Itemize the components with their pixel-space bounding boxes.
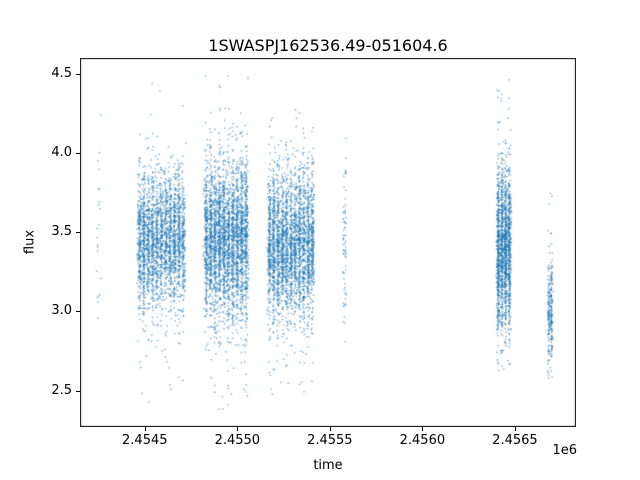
x-tick-label: 2.4560 [399,433,446,448]
y-tick-mark [76,232,80,234]
x-axis-label: time [313,458,343,473]
x-tick-label: 2.4565 [492,433,538,448]
x-tick-mark [237,427,239,431]
x-tick-mark [422,427,424,431]
scatter-points-canvas [80,58,576,427]
y-tick-label: 3.5 [51,224,72,240]
y-tick-mark [76,311,80,313]
y-tick-mark [76,390,80,392]
y-tick-label: 4.5 [51,65,72,81]
y-tick-mark [76,73,80,75]
x-tick-label: 2.4555 [307,433,353,448]
x-tick-mark [514,427,516,431]
x-tick-label: 2.4545 [122,433,168,448]
y-tick-label: 2.5 [51,382,72,398]
x-axis-offset-label: 1e6 [552,443,577,458]
y-tick-label: 3.0 [51,303,72,319]
x-tick-label: 2.4550 [214,433,261,448]
chart-title: 1SWASPJ162536.49-051604.6 [208,36,448,55]
x-tick-mark [329,427,331,431]
plot-area [80,58,576,427]
y-tick-mark [76,153,80,155]
y-tick-label: 4.0 [51,145,72,161]
x-tick-mark [144,427,146,431]
